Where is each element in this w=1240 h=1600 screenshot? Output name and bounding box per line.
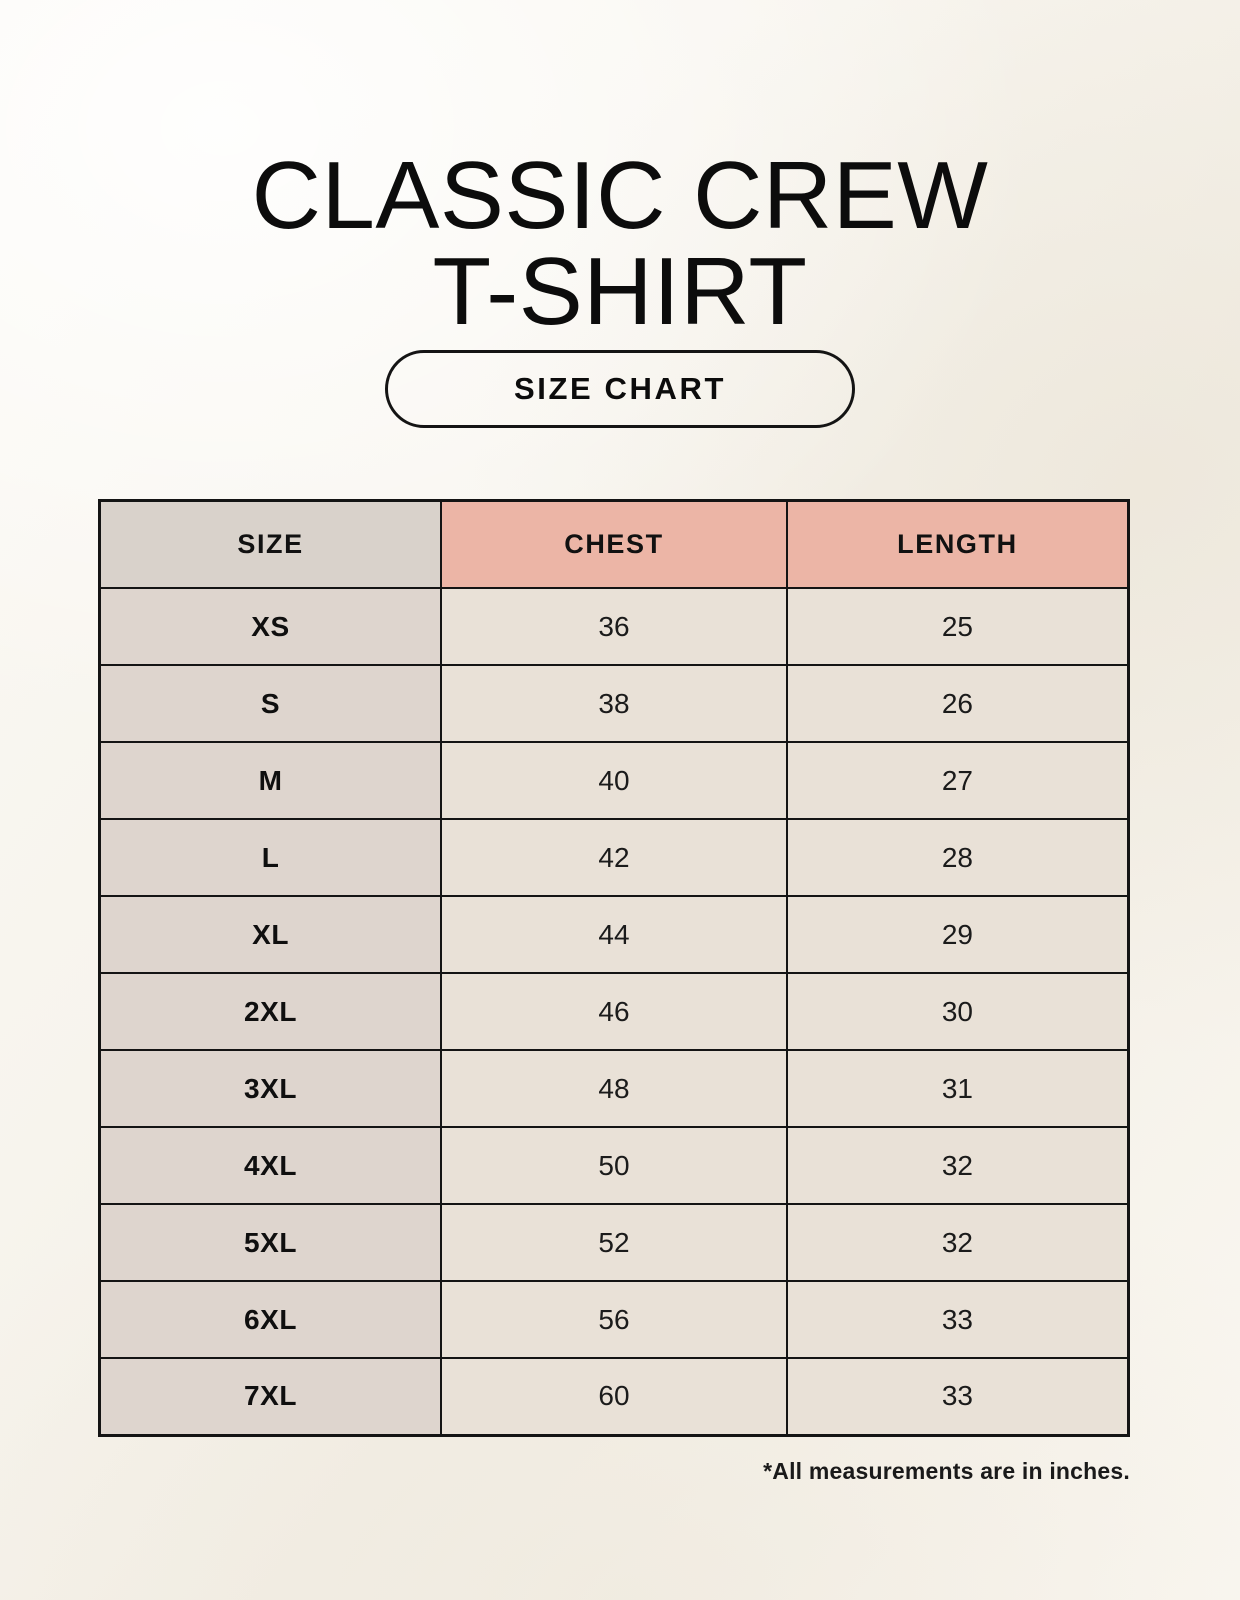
table-row: 2XL 46 30: [98, 972, 1130, 1051]
table-row: S 38 26: [98, 664, 1130, 743]
cell-length: 27: [785, 741, 1130, 820]
cell-length: 32: [785, 1126, 1130, 1205]
cell-size: L: [98, 818, 443, 897]
table-row: 6XL 56 33: [98, 1280, 1130, 1359]
cell-chest: 38: [440, 664, 788, 743]
table-row: 4XL 50 32: [98, 1126, 1130, 1205]
cell-chest: 50: [440, 1126, 788, 1205]
cell-size: 4XL: [98, 1126, 443, 1205]
cell-length: 33: [785, 1357, 1130, 1436]
cell-size: 6XL: [98, 1280, 443, 1359]
cell-length: 25: [785, 587, 1130, 666]
cell-chest: 40: [440, 741, 788, 820]
header-row: SIZE CHEST LENGTH: [98, 499, 1130, 589]
table-row: M 40 27: [98, 741, 1130, 820]
column-header-size: SIZE: [98, 499, 443, 589]
table-row: 5XL 52 32: [98, 1203, 1130, 1282]
cell-length: 26: [785, 664, 1130, 743]
cell-length: 29: [785, 895, 1130, 974]
cell-chest: 46: [440, 972, 788, 1051]
table-row: XS 36 25: [98, 587, 1130, 666]
cell-size: 3XL: [98, 1049, 443, 1128]
measurement-footnote: *All measurements are in inches.: [763, 1458, 1130, 1484]
cell-length: 30: [785, 972, 1130, 1051]
table-row: XL 44 29: [98, 895, 1130, 974]
cell-chest: 52: [440, 1203, 788, 1282]
table-body: XS 36 25 S 38 26 M 40 27 L 42 28: [98, 587, 1130, 1436]
cell-size: M: [98, 741, 443, 820]
cell-chest: 56: [440, 1280, 788, 1359]
cell-length: 33: [785, 1280, 1130, 1359]
size-table: SIZE CHEST LENGTH XS 36 25 S 38 26 M: [98, 499, 1130, 1437]
badge-container: SIZE CHART: [0, 350, 1240, 428]
cell-size: XL: [98, 895, 443, 974]
table-row: 7XL 60 33: [98, 1357, 1130, 1436]
cell-length: 31: [785, 1049, 1130, 1128]
cell-size: 7XL: [98, 1357, 443, 1436]
cell-chest: 48: [440, 1049, 788, 1128]
size-table-container: SIZE CHEST LENGTH XS 36 25 S 38 26 M: [98, 499, 1130, 1437]
cell-size: 5XL: [98, 1203, 443, 1282]
cell-length: 28: [785, 818, 1130, 897]
table-header: SIZE CHEST LENGTH: [98, 499, 1130, 589]
page-title: CLASSIC CREW T-SHIRT: [251, 142, 989, 346]
cell-chest: 44: [440, 895, 788, 974]
cell-length: 32: [785, 1203, 1130, 1282]
table-row: L 42 28: [98, 818, 1130, 897]
cell-size: S: [98, 664, 443, 743]
cell-chest: 60: [440, 1357, 788, 1436]
size-chart-badge: SIZE CHART: [385, 350, 855, 428]
cell-chest: 42: [440, 818, 788, 897]
cell-size: 2XL: [98, 972, 443, 1051]
column-header-chest: CHEST: [440, 499, 788, 589]
cell-chest: 36: [440, 587, 788, 666]
cell-size: XS: [98, 587, 443, 666]
table-row: 3XL 48 31: [98, 1049, 1130, 1128]
column-header-length: LENGTH: [785, 499, 1130, 589]
